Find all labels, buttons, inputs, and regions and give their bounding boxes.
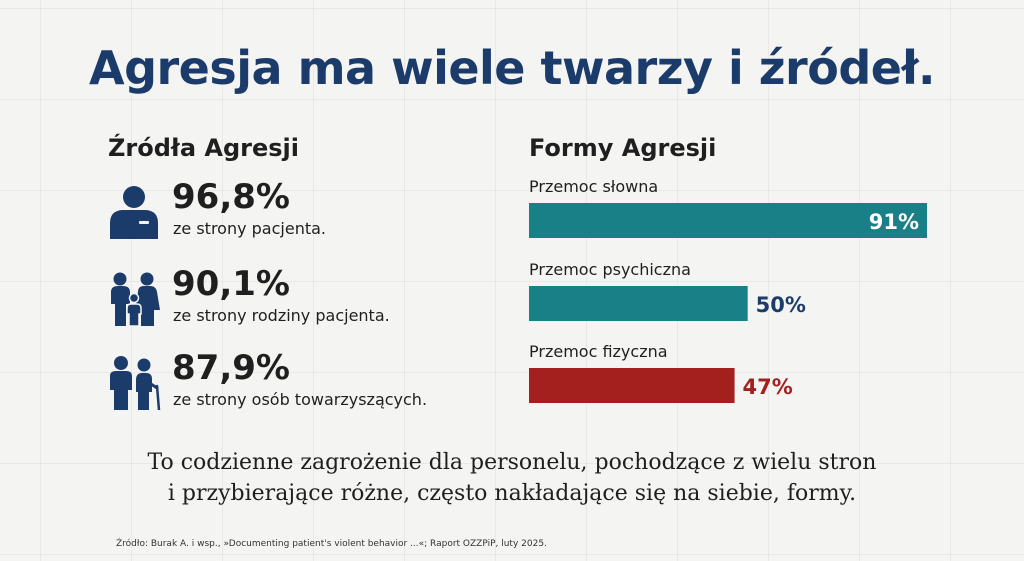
source-value: 90,1% xyxy=(172,264,290,304)
companions-icon xyxy=(106,354,162,410)
forms-bar-chart: Przemoc słowna 91% Przemoc psychiczna 50% Pr… xyxy=(529,177,927,403)
source-label: ze strony rodziny pacjenta. xyxy=(173,306,390,325)
source-value: 96,8% xyxy=(172,177,290,217)
bar xyxy=(529,203,927,238)
bar-value-label: 91% xyxy=(869,210,919,234)
bar-category-label: Przemoc słowna xyxy=(529,177,658,196)
bar-category-label: Przemoc psychiczna xyxy=(529,260,691,279)
bar-category-label: Przemoc fizyczna xyxy=(529,342,668,361)
bar xyxy=(529,286,748,321)
source-item-patient: 96,8% ze strony pacjenta. xyxy=(106,177,486,247)
sources-section-title: Źródła Agresji xyxy=(108,134,299,162)
family-icon xyxy=(106,270,162,326)
conclusion-line-2: i przybierające różne, często nakładając… xyxy=(167,481,857,506)
patient-icon xyxy=(106,183,162,239)
bar xyxy=(529,368,735,403)
forms-section-title: Formy Agresji xyxy=(529,134,717,162)
source-item-family: 90,1% ze strony rodziny pacjenta. xyxy=(106,264,486,334)
bar-value-label: 50% xyxy=(756,293,806,317)
page-title: Agresja ma wiele twarzy i źródeł. xyxy=(88,41,936,95)
source-label: ze strony osób towarzyszących. xyxy=(173,390,428,409)
conclusion-line-1: To codzienne zagrożenie dla personelu, p… xyxy=(147,450,877,475)
conclusion-text: To codzienne zagrożenie dla personelu, p… xyxy=(0,447,1024,509)
bar-value-label: 47% xyxy=(743,375,793,399)
source-value: 87,9% xyxy=(172,348,290,388)
source-footnote: Źródło: Burak A. i wsp., »Documenting pa… xyxy=(116,539,547,549)
source-label: ze strony pacjenta. xyxy=(173,219,326,238)
source-item-companions: 87,9% ze strony osób towarzyszących. xyxy=(106,348,486,418)
